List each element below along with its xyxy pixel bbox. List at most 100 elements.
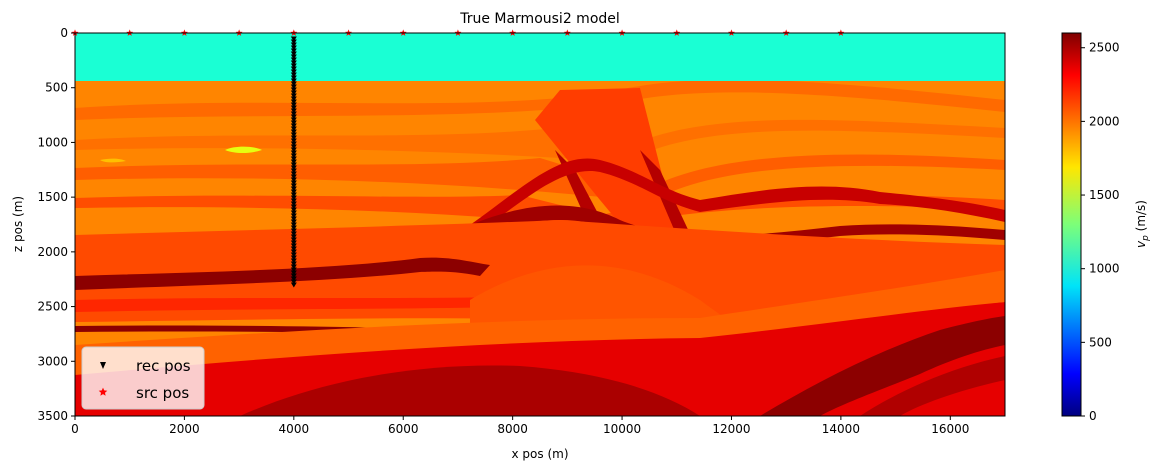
colorbar-ramp xyxy=(1061,32,1082,417)
legend-rec-marker xyxy=(100,362,106,369)
receiver-marker-24 xyxy=(290,108,297,114)
receiver-marker-65 xyxy=(290,231,297,237)
receiver-marker-33 xyxy=(290,135,297,141)
receiver-marker-60 xyxy=(290,216,297,222)
receiver-marker-28 xyxy=(290,120,297,126)
receiver-marker-10 xyxy=(290,66,297,72)
receiver-marker-57 xyxy=(290,207,297,213)
receiver-marker-40 xyxy=(290,156,297,162)
yellow-lens-3 xyxy=(100,158,126,163)
receiver-marker-39 xyxy=(290,153,297,159)
receiver-marker-79 xyxy=(290,273,297,279)
x-axis-label: x pos (m) xyxy=(512,447,569,461)
deep-dark-stripe-1 xyxy=(240,365,700,416)
x-tick-label-3: 6000 xyxy=(388,422,419,436)
yellow-lens-1 xyxy=(225,146,262,153)
y-tick-label-3: 1500 xyxy=(37,190,68,204)
receiver-marker-25 xyxy=(290,111,297,117)
receiver-marker-74 xyxy=(290,258,297,264)
receiver-marker-80 xyxy=(290,276,297,282)
receiver-marker-9 xyxy=(290,63,297,69)
receiver-marker-13 xyxy=(290,75,297,81)
anticline-dark-1 xyxy=(470,158,1005,238)
y-tick-label-4: 2000 xyxy=(37,245,68,259)
receiver-marker-7 xyxy=(290,57,297,63)
legend-box xyxy=(81,346,205,410)
receiver-marker-29 xyxy=(290,123,297,129)
receiver-marker-11 xyxy=(290,69,297,75)
x-tick-label-2: 4000 xyxy=(279,422,310,436)
shallow-layer-band-2 xyxy=(75,119,1005,162)
receiver-marker-75 xyxy=(290,261,297,267)
receiver-marker-59 xyxy=(290,213,297,219)
receiver-marker-61 xyxy=(290,219,297,225)
receiver-marker-16 xyxy=(290,84,297,90)
receiver-marker-53 xyxy=(290,195,297,201)
anticline-dark-2 xyxy=(420,205,1005,262)
receiver-marker-37 xyxy=(290,147,297,153)
receiver-marker-72 xyxy=(290,252,297,258)
receiver-marker-73 xyxy=(290,255,297,261)
receiver-marker-67 xyxy=(290,237,297,243)
deep-dark-stripe-3 xyxy=(860,356,1005,416)
receiver-marker-0 xyxy=(290,36,297,42)
receiver-marker-70 xyxy=(290,246,297,252)
receiver-marker-44 xyxy=(290,168,297,174)
x-tick-label-1: 2000 xyxy=(169,422,200,436)
receiver-marker-5 xyxy=(290,51,297,57)
receiver-marker-43 xyxy=(290,165,297,171)
x-tick-label-5: 10000 xyxy=(603,422,641,436)
receiver-marker-36 xyxy=(290,144,297,150)
deep-dark-stripe-2 xyxy=(760,316,1005,416)
receiver-marker-1 xyxy=(290,39,297,45)
receiver-marker-3 xyxy=(290,45,297,51)
receiver-marker-48 xyxy=(290,180,297,186)
dark-red-reflector xyxy=(75,257,490,290)
colorbar-tick-label-4: 2000 xyxy=(1089,114,1120,128)
receiver-marker-52 xyxy=(290,192,297,198)
colorbar-label-units: (m/s) xyxy=(1134,200,1148,235)
receiver-marker-21 xyxy=(290,99,297,105)
receiver-marker-64 xyxy=(290,228,297,234)
x-axis: 0 2000 4000 6000 8000 10000 12000 14000 16000 xyxy=(71,416,969,436)
chart-title: True Marmousi2 model xyxy=(459,11,620,27)
receiver-marker-66 xyxy=(290,234,297,240)
receiver-marker-81 xyxy=(290,279,297,285)
y-tick-label-0: 0 xyxy=(60,26,68,40)
legend-src-marker xyxy=(98,387,108,396)
receiver-marker-42 xyxy=(290,162,297,168)
y-tick-label-7: 3500 xyxy=(37,409,68,423)
receiver-marker-51 xyxy=(290,189,297,195)
y-tick-label-5: 2500 xyxy=(37,300,68,314)
x-tick-label-4: 8000 xyxy=(497,422,528,436)
colorbar-label-main: v xyxy=(1134,240,1148,248)
y-axis-label: z pos (m) xyxy=(11,196,25,252)
receiver-marker-23 xyxy=(290,105,297,111)
colorbar-tick-label-3: 1500 xyxy=(1089,188,1120,202)
receiver-marker-34 xyxy=(290,138,297,144)
x-tick-label-8: 16000 xyxy=(931,422,969,436)
receiver-marker-18 xyxy=(290,90,297,96)
receiver-marker-30 xyxy=(290,126,297,132)
colorbar-tick-label-1: 500 xyxy=(1089,335,1112,349)
receiver-marker-77 xyxy=(290,267,297,273)
x-tick-label-6: 12000 xyxy=(712,422,750,436)
y-tick-label-6: 3000 xyxy=(37,354,68,368)
receiver-marker-71 xyxy=(290,249,297,255)
y-axis: 0 500 1000 1500 2000 2500 3000 3500 xyxy=(37,26,75,423)
x-tick-label-0: 0 xyxy=(71,422,79,436)
receiver-marker-20 xyxy=(290,96,297,102)
receiver-marker-63 xyxy=(290,225,297,231)
receiver-marker-38 xyxy=(290,150,297,156)
plot-frame xyxy=(74,32,1006,417)
receiver-marker-27 xyxy=(290,117,297,123)
receiver-marker-4 xyxy=(290,48,297,54)
legend-rec-label: rec pos xyxy=(136,357,191,375)
legend: rec pos src pos xyxy=(81,346,205,410)
receiver-marker-2 xyxy=(290,42,297,48)
receiver-marker-12 xyxy=(290,72,297,78)
receiver-marker-8 xyxy=(290,60,297,66)
receiver-marker-78 xyxy=(290,270,297,276)
receiver-marker-46 xyxy=(290,174,297,180)
